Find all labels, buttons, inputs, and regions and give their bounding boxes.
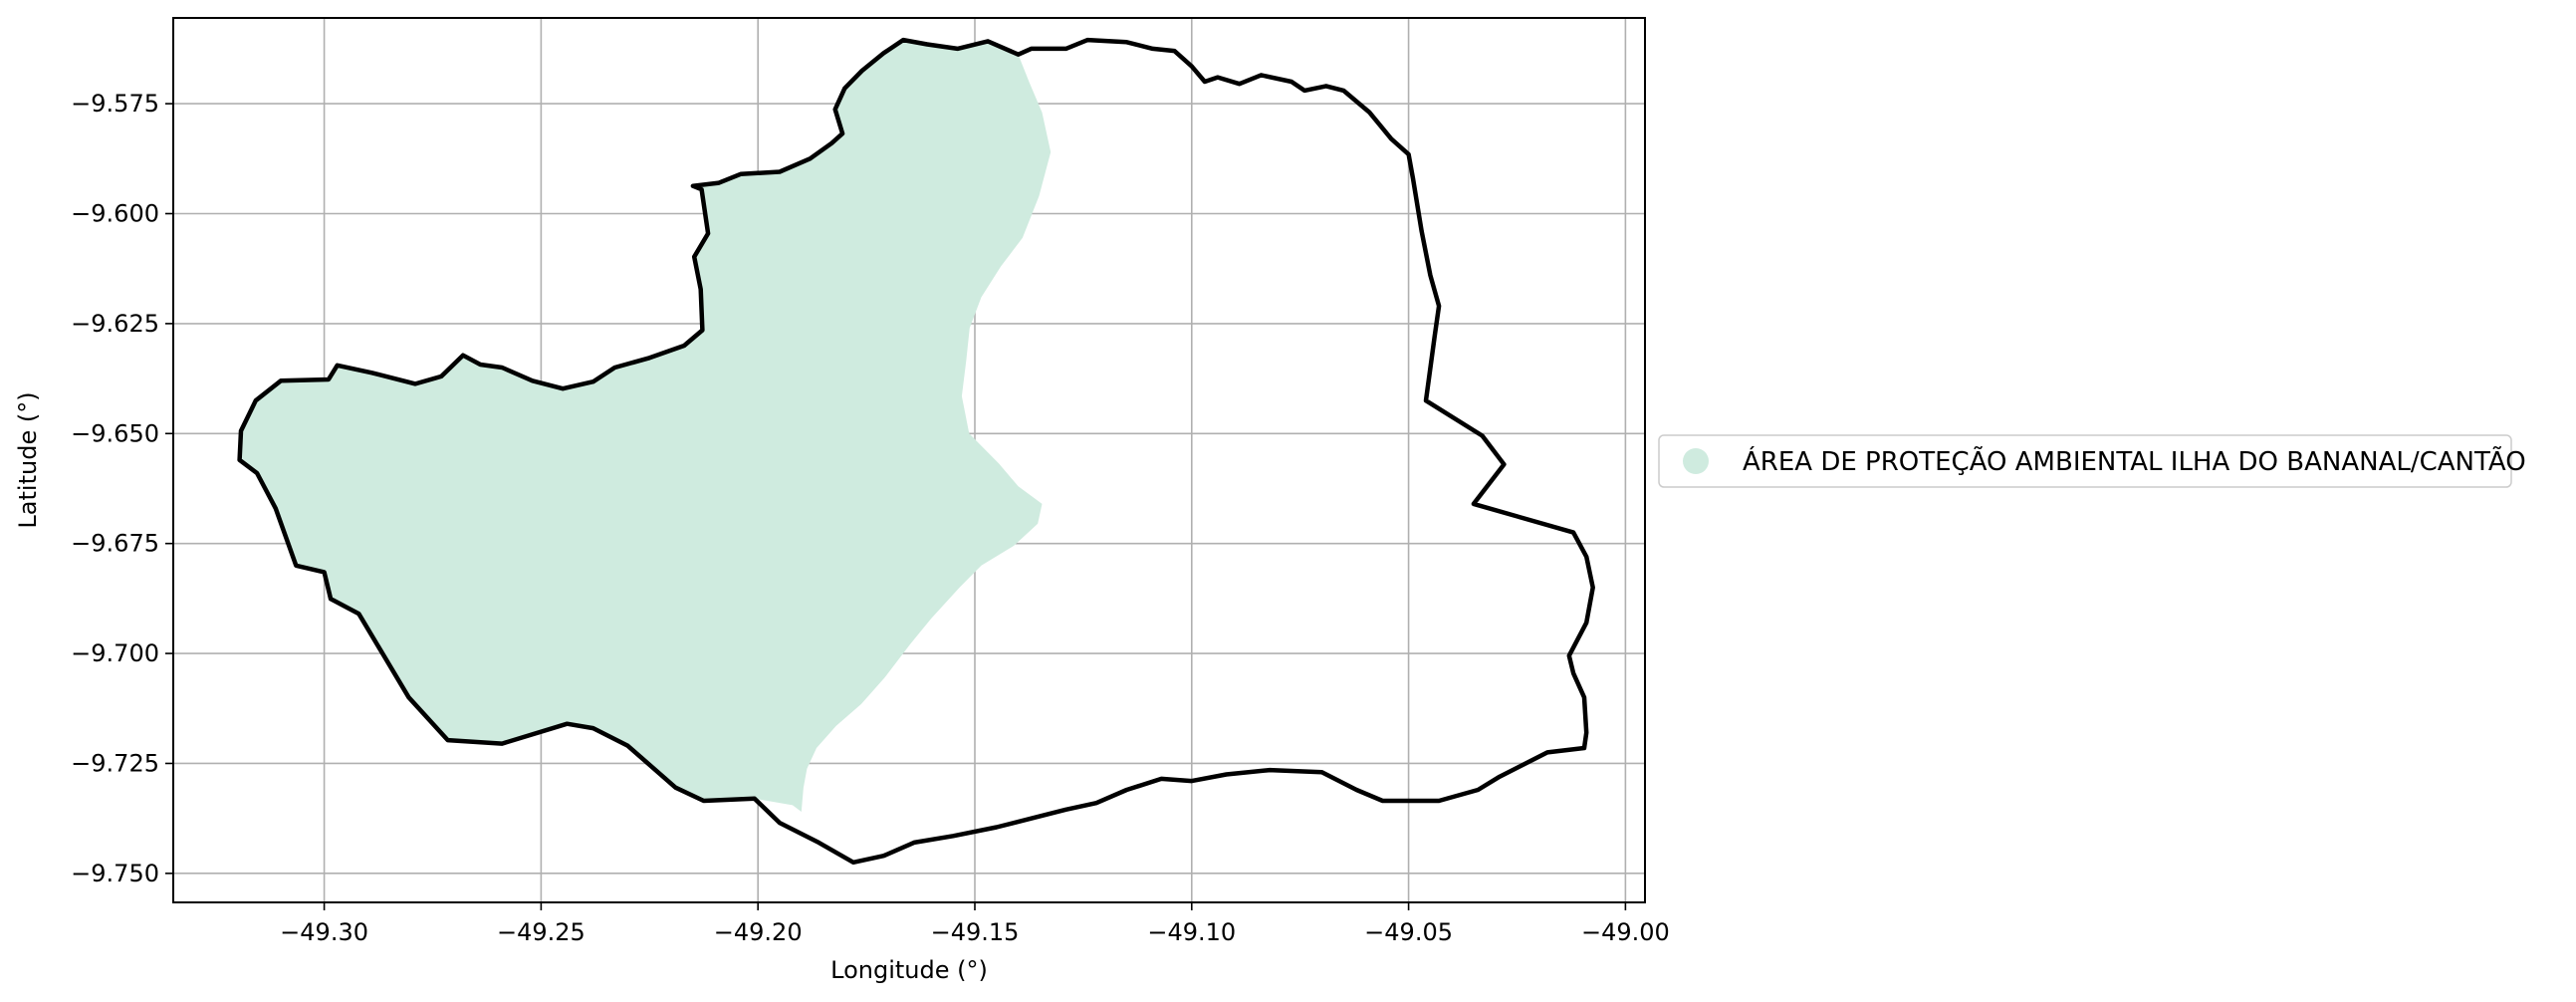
y-tick-label: −9.650 xyxy=(71,419,159,447)
x-tick-label: −49.20 xyxy=(714,918,803,946)
y-tick-label: −9.600 xyxy=(71,199,159,227)
legend-marker-circle-icon xyxy=(1683,448,1709,474)
y-tick-label: −9.725 xyxy=(71,749,159,777)
x-tick-label: −49.30 xyxy=(280,918,368,946)
y-tick-label: −9.700 xyxy=(71,639,159,667)
y-tick-label: −9.575 xyxy=(71,90,159,118)
legend-box xyxy=(1658,434,2512,488)
x-tick-label: −49.10 xyxy=(1147,918,1236,946)
apa-area-polygon xyxy=(239,40,1052,813)
x-tick-label: −49.05 xyxy=(1364,918,1453,946)
legend: ÁREA DE PROTEÇÃO AMBIENTAL ILHA DO BANAN… xyxy=(1658,434,2526,488)
legend-entry-label: ÁREA DE PROTEÇÃO AMBIENTAL ILHA DO BANAN… xyxy=(1743,445,2526,477)
map-shapes xyxy=(237,37,1595,866)
y-tick-label: −9.750 xyxy=(71,860,159,887)
x-tick-label: −49.15 xyxy=(931,918,1020,946)
x-axis-label: Longitude (°) xyxy=(830,956,988,984)
plot-frame xyxy=(172,17,1646,903)
boundary-outline xyxy=(237,37,1595,866)
y-axis-label: Latitude (°) xyxy=(14,391,42,528)
axis-ticks: −49.30 −49.25 −49.20 −49.15 −49.10 −49.05 −49.… xyxy=(71,90,1670,946)
y-tick-label: −9.625 xyxy=(71,310,159,338)
y-tick-label: −9.675 xyxy=(71,530,159,558)
x-tick-label: −49.25 xyxy=(497,918,585,946)
x-tick-label: −49.00 xyxy=(1581,918,1670,946)
